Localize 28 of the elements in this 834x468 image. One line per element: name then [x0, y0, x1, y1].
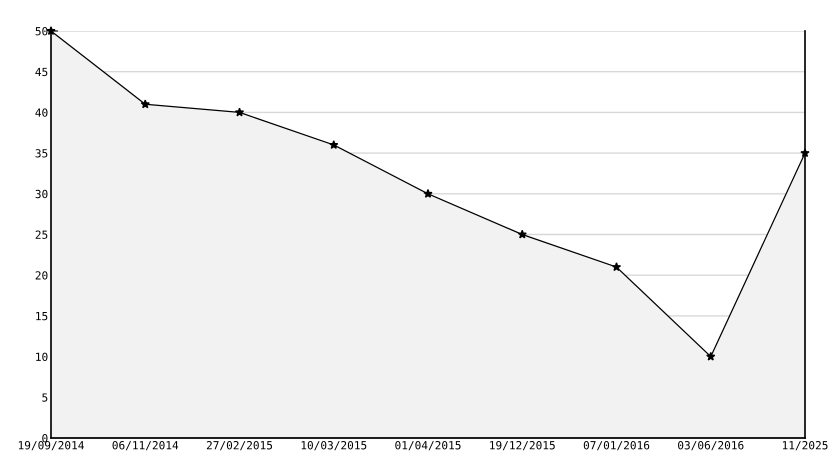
y-tick-label: 25: [36, 230, 48, 239]
point: [518, 230, 527, 239]
x-tick-label: 01/04/2015: [395, 441, 461, 450]
y-tick-label: 35: [36, 149, 48, 158]
x-tick-label: 07/01/2016: [584, 441, 650, 450]
x-tick-label: 27/02/2015: [206, 441, 272, 450]
y-tick-label: 30: [36, 190, 48, 198]
point: [423, 188, 433, 198]
x-tick-label: 10/03/2015: [302, 441, 366, 450]
x-tick-label: 03/06/2016: [678, 441, 744, 450]
y-tick-label: 40: [35, 108, 48, 117]
x-tick-label: 06/11/2014: [112, 441, 178, 450]
x-tick-label: 19/09/2014: [18, 441, 84, 450]
point: [800, 148, 810, 158]
y-tick-label: 10: [36, 352, 48, 362]
y-tick-label: 5: [42, 393, 48, 402]
y-tick-label: 45: [35, 68, 48, 76]
point: [706, 352, 716, 361]
point: [140, 99, 150, 108]
point: [612, 262, 622, 272]
y-tick-label: 50: [36, 27, 48, 36]
point: [234, 108, 244, 116]
y-tick-label: 20: [36, 271, 48, 280]
y-tick-label: 15: [36, 312, 48, 320]
y-tick-label: 0: [42, 434, 48, 442]
point: [329, 140, 338, 150]
x-tick-label: 11/2025: [782, 441, 828, 450]
x-tick-label: 19/12/2015: [490, 441, 555, 450]
